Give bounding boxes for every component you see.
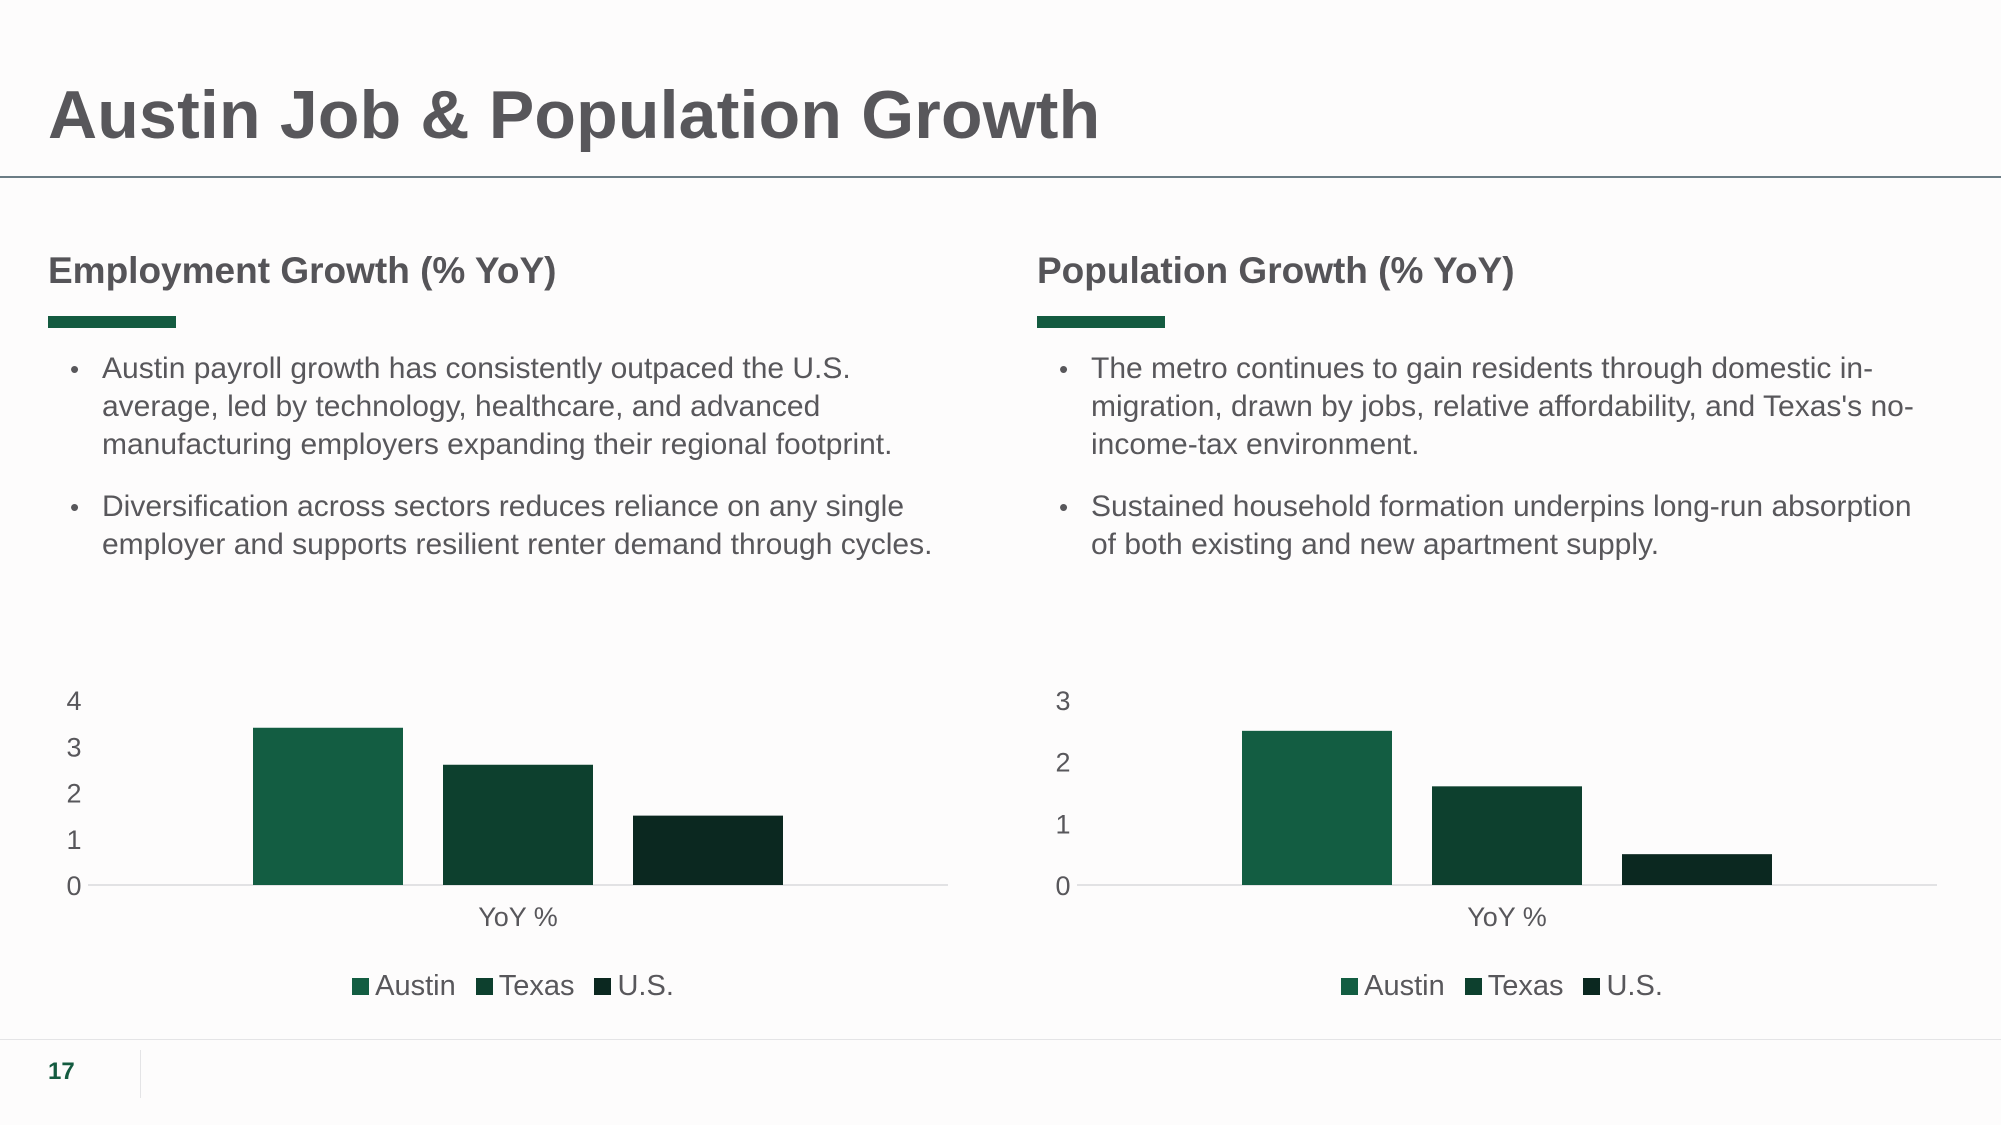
bar-us: [1622, 854, 1772, 885]
bar-texas: [443, 764, 593, 885]
legend-item: U.S.: [594, 970, 674, 1003]
legend-swatch: [1464, 978, 1482, 995]
employment-chart: 0 1 2 3 4 YoY % Austin Texas U.S.: [48, 670, 978, 1010]
chart-legend: Austin Texas U.S.: [1037, 970, 1967, 1003]
footer-divider: [0, 1039, 2001, 1040]
employment-bullets: • Austin payroll growth has consistently …: [48, 350, 938, 564]
legend-label: Austin: [1364, 970, 1445, 1002]
bullet-text: Austin payroll growth has consistently o…: [102, 352, 893, 461]
population-panel: Population Growth (% YoY) • The metro con…: [1037, 250, 1937, 588]
y-tick-label: 3: [66, 732, 81, 762]
legend-item: Austin: [352, 970, 456, 1003]
legend-item: U.S.: [1583, 970, 1663, 1003]
population-panel-title: Population Growth (% YoY): [1037, 250, 1515, 291]
population-bullets: • The metro continues to gain residents t…: [1037, 350, 1927, 564]
bullet-item: • Diversification across sectors reduces …: [48, 488, 938, 564]
page-number: 17: [48, 1058, 75, 1085]
legend-label: Austin: [375, 970, 456, 1002]
legend-swatch: [352, 978, 370, 995]
legend-swatch: [1341, 978, 1359, 995]
legend-label: U.S.: [1606, 970, 1663, 1002]
bullet-item: • Sustained household formation underpins…: [1037, 488, 1927, 564]
population-chart-svg: 0 1 2 3 YoY %: [1055, 686, 1937, 932]
y-tick-label: 2: [66, 779, 81, 809]
y-tick-label: 0: [1055, 871, 1070, 901]
footer-vertical-divider: [140, 1050, 141, 1098]
legend-item: Texas: [475, 970, 575, 1003]
bullet-dot-icon: •: [70, 354, 80, 384]
bar-texas: [1432, 786, 1582, 885]
y-tick-label: 1: [1055, 809, 1070, 839]
bar-austin: [253, 727, 403, 885]
title-divider: [0, 176, 2001, 178]
bullet-dot-icon: •: [70, 492, 80, 522]
bullet-dot-icon: •: [1059, 354, 1069, 384]
bullet-text: Diversification across sectors reduces r…: [102, 490, 933, 561]
bullet-item: • Austin payroll growth has consistently …: [48, 350, 938, 464]
bullet-dot-icon: •: [1059, 492, 1069, 522]
legend-swatch: [594, 978, 612, 995]
accent-bar: [48, 316, 176, 328]
population-chart: 0 1 2 3 YoY % Austin Texas U.S.: [1037, 670, 1967, 1010]
legend-swatch: [475, 978, 493, 995]
legend-label: Texas: [1487, 970, 1564, 1002]
bullet-item: • The metro continues to gain residents t…: [1037, 350, 1927, 464]
legend-label: Texas: [498, 970, 575, 1002]
x-category-label: YoY %: [478, 902, 558, 932]
y-tick-label: 3: [1055, 686, 1070, 716]
employment-panel: Employment Growth (% YoY) • Austin payrol…: [48, 250, 948, 588]
chart-legend: Austin Texas U.S.: [48, 970, 978, 1003]
y-tick-label: 1: [66, 825, 81, 855]
y-tick-label: 2: [1055, 748, 1070, 778]
legend-item: Texas: [1464, 970, 1564, 1003]
x-category-label: YoY %: [1467, 902, 1547, 932]
y-tick-label: 0: [66, 871, 81, 901]
bar-austin: [1242, 730, 1392, 885]
legend-label: U.S.: [617, 970, 674, 1002]
legend-item: Austin: [1341, 970, 1445, 1003]
accent-bar: [1037, 316, 1165, 328]
bullet-text: The metro continues to gain residents th…: [1091, 352, 1914, 461]
bullet-text: Sustained household formation underpins …: [1091, 490, 1912, 561]
slide-title: Austin Job & Population Growth: [48, 77, 1101, 153]
legend-swatch: [1583, 978, 1601, 995]
employment-chart-svg: 0 1 2 3 4 YoY %: [66, 686, 948, 932]
employment-panel-title: Employment Growth (% YoY): [48, 250, 557, 291]
y-tick-label: 4: [66, 686, 81, 716]
bar-us: [633, 815, 783, 885]
